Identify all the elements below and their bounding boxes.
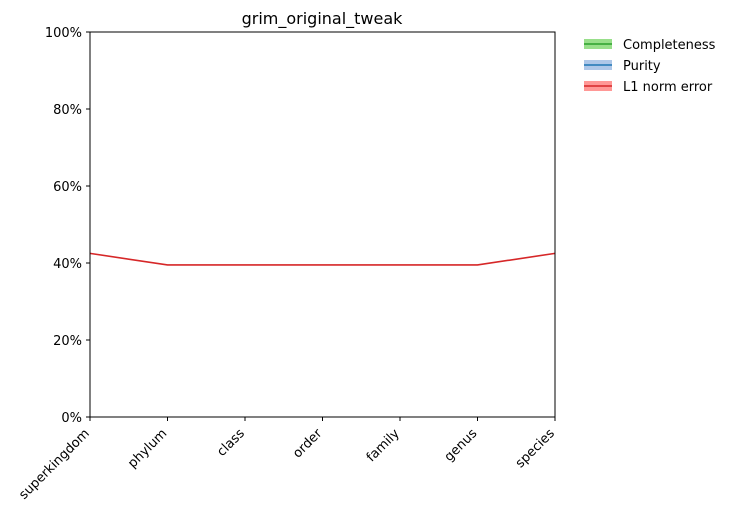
x-tick-label: order — [290, 426, 326, 462]
chart-title: grim_original_tweak — [242, 9, 404, 29]
x-tick-label: genus — [442, 426, 481, 465]
x-tick-label: species — [513, 426, 558, 471]
x-axis: superkingdom phylum class order family genus s… — [16, 417, 558, 503]
legend-label-completeness: Completeness — [623, 38, 716, 53]
legend-label-purity: Purity — [623, 59, 661, 74]
y-tick-label: 80% — [53, 103, 82, 118]
y-tick-label: 40% — [53, 257, 82, 272]
y-tick-label: 20% — [53, 334, 82, 349]
y-axis: 0% 20% 40% 60% 80% 100% — [45, 26, 90, 426]
plot-frame — [89, 31, 556, 418]
x-tick-label: family — [364, 426, 403, 465]
x-tick-label: phylum — [125, 426, 170, 471]
x-tick-label: class — [214, 426, 248, 460]
legend: Completeness Purity L1 norm error — [584, 38, 716, 95]
legend-label-l1-norm-error: L1 norm error — [623, 80, 713, 95]
x-tick-label: superkingdom — [16, 426, 92, 502]
y-tick-label: 0% — [61, 411, 82, 426]
series-line-l1-norm-error — [89, 252, 556, 266]
y-tick-label: 100% — [45, 26, 82, 41]
plot-series — [89, 252, 556, 266]
y-tick-label: 60% — [53, 180, 82, 195]
